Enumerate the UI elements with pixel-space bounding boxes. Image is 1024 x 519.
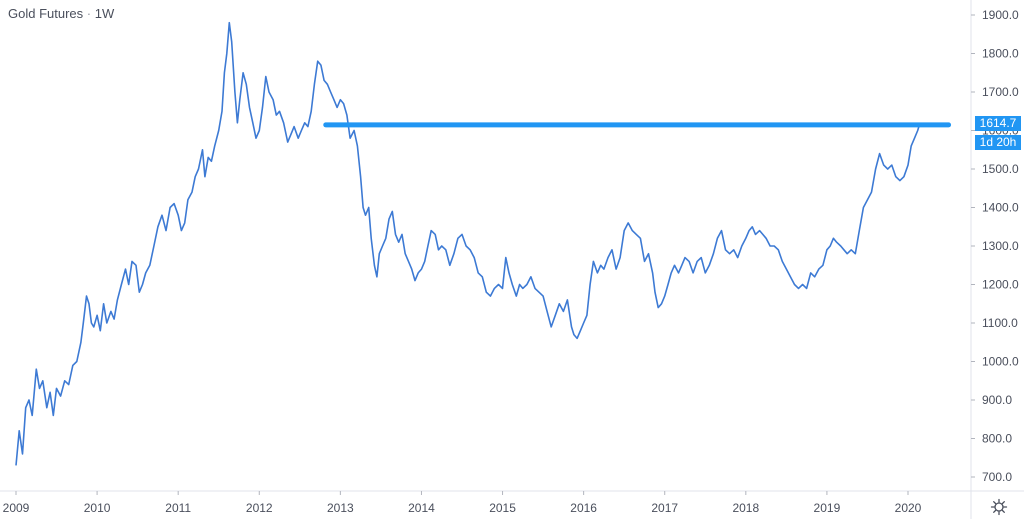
y-tick-label: 1700.0 xyxy=(982,85,1019,99)
y-tick-label: 1500.0 xyxy=(982,162,1019,176)
x-tick-label: 2018 xyxy=(732,501,759,515)
last-price-badge: 1614.7 xyxy=(975,116,1021,131)
time-axis[interactable]: 2009 2010 2011 2012 2013 2014 2015 2016 2017 2018… xyxy=(3,491,922,515)
x-tick-label: 2011 xyxy=(165,501,191,515)
x-tick-label: 2015 xyxy=(489,501,516,515)
y-tick-label: 1200.0 xyxy=(982,278,1019,292)
y-tick-label: 800.0 xyxy=(982,432,1012,446)
x-tick-label: 2010 xyxy=(84,501,111,515)
x-tick-label: 2020 xyxy=(895,501,922,515)
y-tick-label: 1900.0 xyxy=(982,8,1019,22)
plot-layer xyxy=(15,21,952,466)
gear-icon[interactable] xyxy=(990,498,1008,516)
x-tick-label: 2016 xyxy=(570,501,597,515)
price-axis[interactable]: 700.0 800.0 900.0 1000.0 1100.0 1200.0 1300.0 1… xyxy=(971,8,1019,484)
x-tick-label: 2013 xyxy=(327,501,354,515)
y-tick-label: 1100.0 xyxy=(982,316,1018,330)
y-tick-label: 1400.0 xyxy=(982,201,1019,215)
symbol-name: Gold Futures xyxy=(8,6,84,21)
x-tick-label: 2014 xyxy=(408,501,435,515)
chart-title: Gold Futures · 1W xyxy=(8,6,114,21)
title-separator: · xyxy=(86,6,92,21)
y-tick-label: 1300.0 xyxy=(982,239,1019,253)
y-tick-label: 1800.0 xyxy=(982,47,1019,61)
bar-countdown-badge: 1d 20h xyxy=(975,135,1021,150)
price-series-line xyxy=(15,21,921,466)
x-tick-label: 2019 xyxy=(814,501,841,515)
x-tick-label: 2017 xyxy=(651,501,678,515)
y-tick-label: 900.0 xyxy=(982,393,1012,407)
y-tick-label: 1000.0 xyxy=(982,355,1019,369)
interval-label: 1W xyxy=(94,6,115,21)
x-tick-label: 2012 xyxy=(246,501,273,515)
x-tick-label: 2009 xyxy=(3,501,30,515)
y-tick-label: 700.0 xyxy=(982,470,1012,484)
